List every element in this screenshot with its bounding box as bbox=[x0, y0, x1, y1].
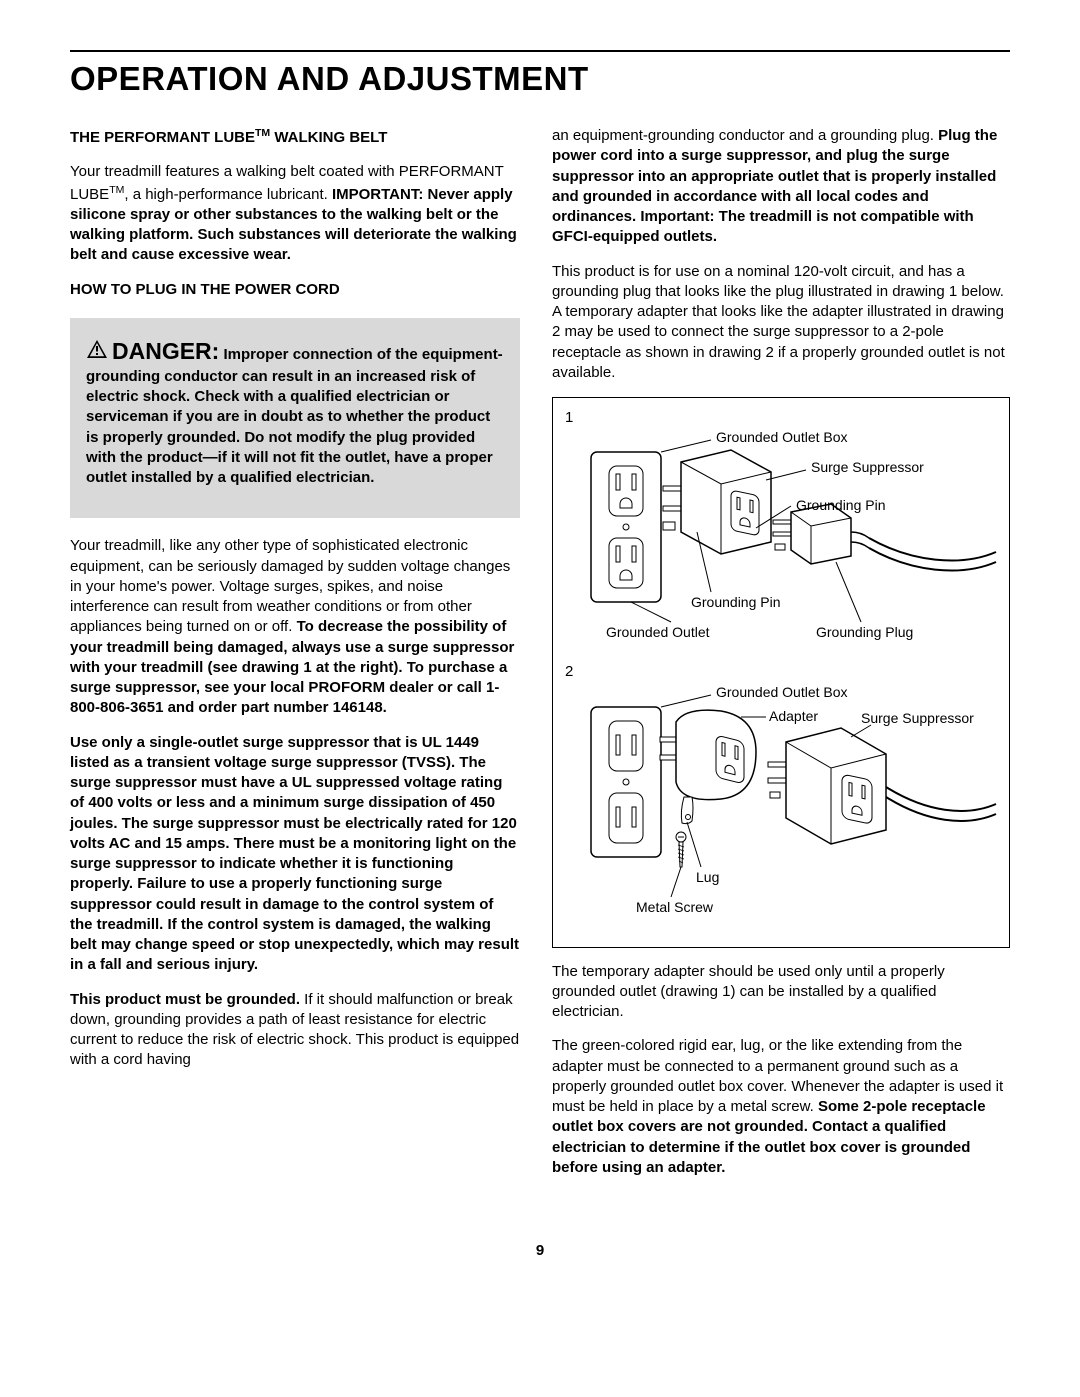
para-r1-a: an equipment-grounding conductor and a g… bbox=[552, 127, 938, 144]
para-r3: The temporary adapter should be used onl… bbox=[552, 962, 1010, 1023]
lbl-lug: Lug bbox=[696, 869, 719, 885]
danger-lead: Improper connection of the equipment-gro… bbox=[86, 346, 503, 486]
diagram-1-num: 1 bbox=[565, 408, 1001, 428]
diagram-1-svg: Grounded Outlet Box Surge Suppressor Gro… bbox=[561, 432, 1001, 662]
para-r2: This product is for use on a nominal 120… bbox=[552, 262, 1010, 384]
lbl-outbox-2: Grounded Outlet Box bbox=[716, 687, 848, 700]
diagram-2-num: 2 bbox=[565, 662, 1001, 682]
lbl-outbox-1: Grounded Outlet Box bbox=[716, 432, 848, 445]
tm-mark-2: TM bbox=[109, 184, 124, 196]
lbl-screw: Metal Screw bbox=[636, 899, 714, 915]
lbl-surge-2: Surge Suppressor bbox=[861, 710, 974, 726]
para-lube-b: , a high-performance lubricant. bbox=[124, 186, 332, 203]
two-column-layout: THE PERFORMANT LUBETM WALKING BELT Your … bbox=[70, 126, 1010, 1192]
danger-text: DANGER: Improper connection of the equip… bbox=[86, 336, 504, 489]
para-lube: Your treadmill features a walking belt c… bbox=[70, 162, 520, 265]
lbl-gpin-b: Grounding Pin bbox=[691, 594, 781, 610]
danger-label: DANGER: bbox=[112, 338, 219, 364]
subhead-lube: THE PERFORMANT LUBETM WALKING BELT bbox=[70, 126, 520, 148]
diagram-box: 1 bbox=[552, 397, 1010, 948]
para-r4: The green-colored rigid ear, lug, or the… bbox=[552, 1036, 1010, 1178]
para-grounded: This product must be grounded. If it sho… bbox=[70, 990, 520, 1071]
warning-icon bbox=[86, 339, 108, 365]
rule-top bbox=[70, 50, 1010, 52]
diagram-1: 1 bbox=[561, 408, 1001, 662]
para-surge: Your treadmill, like any other type of s… bbox=[70, 536, 520, 718]
lbl-gplug: Grounding Plug bbox=[816, 624, 913, 640]
subhead-lube-b: WALKING BELT bbox=[270, 129, 387, 146]
diagram-2-svg: Grounded Outlet Box Adapter Surge Suppre… bbox=[561, 687, 1001, 937]
lbl-surge-1: Surge Suppressor bbox=[811, 459, 924, 475]
right-column: an equipment-grounding conductor and a g… bbox=[552, 126, 1010, 1192]
page-title: OPERATION AND ADJUSTMENT bbox=[70, 60, 1010, 98]
page-number: 9 bbox=[70, 1242, 1010, 1259]
para-ul1449: Use only a single-outlet surge suppresso… bbox=[70, 733, 520, 976]
left-column: THE PERFORMANT LUBETM WALKING BELT Your … bbox=[70, 126, 520, 1192]
lbl-adapter: Adapter bbox=[769, 708, 818, 724]
subhead-lube-a: THE PERFORMANT LUBE bbox=[70, 129, 255, 146]
danger-box: DANGER: Improper connection of the equip… bbox=[70, 318, 520, 519]
subhead-plug: HOW TO PLUG IN THE POWER CORD bbox=[70, 280, 520, 300]
lbl-gpin-a: Grounding Pin bbox=[796, 497, 886, 513]
diagram-2: 2 bbox=[561, 662, 1001, 936]
para-r1-bold: Plug the power cord into a surge suppres… bbox=[552, 127, 997, 245]
para-r1: an equipment-grounding conductor and a g… bbox=[552, 126, 1010, 248]
para-ul1449-bold: Use only a single-outlet surge suppresso… bbox=[70, 734, 519, 974]
tm-mark: TM bbox=[255, 127, 270, 139]
para-grounded-bold: This product must be grounded. bbox=[70, 991, 300, 1008]
lbl-gout: Grounded Outlet bbox=[606, 624, 710, 640]
